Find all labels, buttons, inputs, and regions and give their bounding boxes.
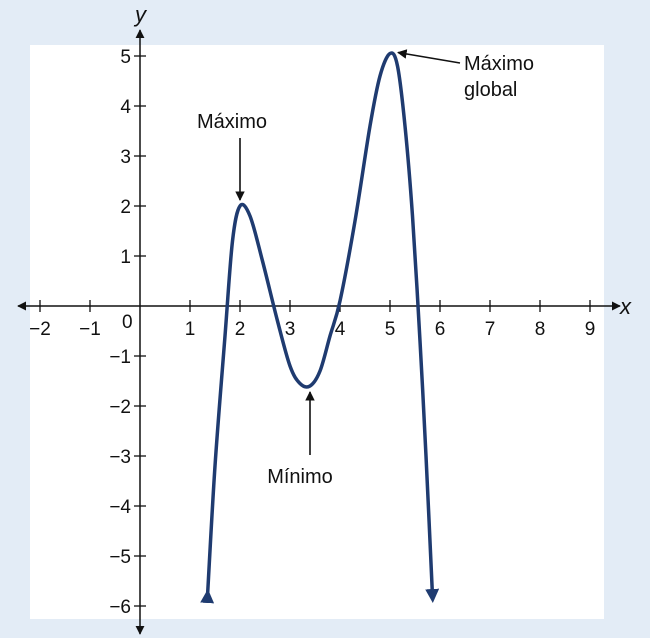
ticks: −2 −1 1 2 3 4 5 6 7 8 9 5 4 3 2 1 −1 −2 −3 −4 −5 −6 bbox=[29, 47, 595, 618]
y-tick-label: −1 bbox=[109, 347, 131, 368]
y-tick-label: −2 bbox=[109, 397, 131, 418]
function-curve bbox=[200, 51, 440, 604]
y-tick-label: 5 bbox=[120, 47, 131, 68]
x-tick-label: 6 bbox=[435, 319, 446, 340]
y-tick-label: 2 bbox=[120, 197, 131, 218]
x-tick-label: −1 bbox=[79, 319, 101, 340]
axes bbox=[17, 29, 621, 635]
x-tick-label: −2 bbox=[29, 319, 51, 340]
y-tick-label: −4 bbox=[109, 497, 131, 518]
y-tick-label: 3 bbox=[120, 147, 131, 168]
y-tick-label: 1 bbox=[120, 247, 131, 268]
y-tick-label: 4 bbox=[120, 97, 131, 118]
global-max-arrow bbox=[397, 49, 461, 64]
x-tick-label: 7 bbox=[485, 319, 496, 340]
origin-label: 0 bbox=[122, 312, 133, 333]
x-tick-label: 1 bbox=[185, 319, 196, 340]
local-min-label: Mínimo bbox=[267, 466, 333, 488]
x-axis-label: x bbox=[619, 294, 632, 319]
y-tick-label: −6 bbox=[109, 597, 131, 618]
plot-area bbox=[30, 45, 604, 619]
global-max-label: Máximo global bbox=[464, 53, 534, 101]
x-tick-label: 2 bbox=[235, 319, 246, 340]
y-tick-label: −3 bbox=[109, 447, 131, 468]
x-tick-label: 3 bbox=[285, 319, 296, 340]
x-tick-label: 5 bbox=[385, 319, 396, 340]
annotations: Máximo Mínimo Máximo global bbox=[197, 49, 534, 488]
y-tick-label: −5 bbox=[109, 547, 131, 568]
local-max-label: Máximo bbox=[197, 111, 267, 133]
x-tick-label: 8 bbox=[535, 319, 546, 340]
y-axis-label: y bbox=[133, 2, 148, 27]
curve-group bbox=[200, 51, 440, 604]
x-tick-label: 4 bbox=[335, 319, 346, 340]
x-tick-label: 9 bbox=[585, 319, 596, 340]
